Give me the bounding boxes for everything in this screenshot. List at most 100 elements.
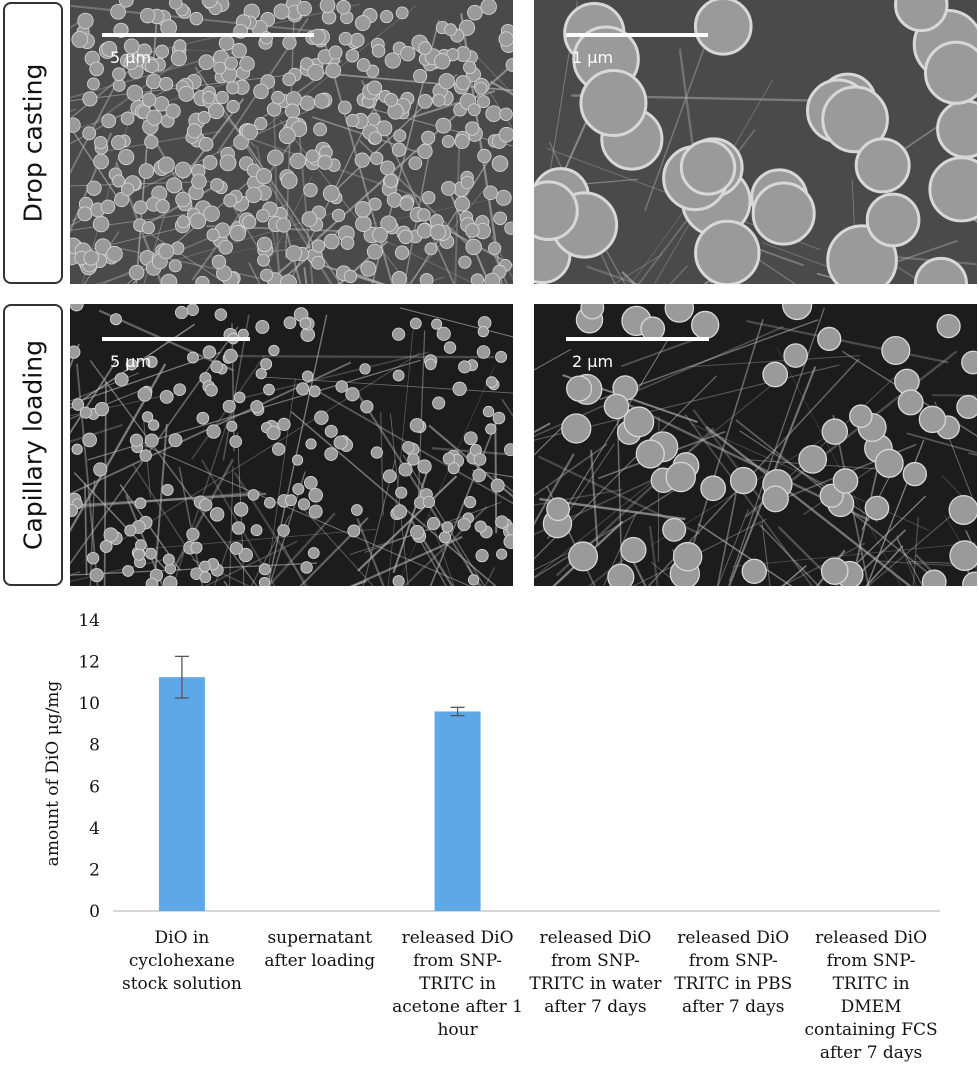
nanoparticle-sphere [407,453,420,466]
nanoparticle-sphere [209,507,225,522]
nanoparticle-sphere [441,180,456,196]
nanofiber [70,51,232,99]
scale-bar-label: 5 μm [110,48,152,67]
nanoparticle-sphere [380,160,395,176]
sem-texture [70,304,513,586]
nanoparticle-sphere [603,393,630,420]
nanofiber [191,143,292,281]
nanoparticle-sphere [256,208,270,223]
x-category-label: supernatant after loading [264,928,375,971]
nanoparticle-sphere [436,326,451,341]
nanoparticle-sphere [496,548,508,560]
nanoparticle-sphere [319,0,336,14]
nanoparticle-sphere [454,134,470,149]
nanoparticle-sphere [292,483,305,496]
nanoparticle-sphere [798,444,828,474]
nanoparticle-sphere [417,208,431,222]
nanoparticle-sphere [424,358,437,371]
nanoparticle-sphere [476,345,491,359]
nanoparticle-sphere [493,211,507,226]
nanoparticle-sphere [77,206,93,222]
nanoparticle-sphere [253,83,269,100]
nanofiber [265,378,296,586]
nanoparticle-sphere [308,504,323,519]
nanoparticle-sphere [460,175,475,190]
nanoparticle-sphere [307,547,320,559]
nanoparticle-sphere [198,137,214,152]
nanoparticle-sphere [129,433,143,447]
nanoparticle-sphere [921,569,947,586]
dio-amount-bar-chart: 0 2 4 6 8 10 12 14 amount of DiO μg/mg DiO in cycl… [43,611,940,1063]
nanofiber [390,413,409,586]
nanoparticle-sphere [145,577,159,586]
x-category-label-line: released DiO [815,928,927,948]
nanoparticle-sphere [141,221,155,235]
nanoparticle-sphere [144,433,159,448]
nanoparticle-sphere [195,275,210,284]
nanoparticle-sphere [384,52,401,69]
nanoparticle-sphere [484,272,501,284]
nanoparticle-sphere [111,135,126,151]
nanoparticle-sphere [128,264,145,281]
nanoparticle-sphere [961,350,977,375]
nanofiber [203,540,298,586]
nanofiber [454,137,461,284]
nanoparticle-sphere [77,12,94,29]
nanoparticle-sphere [949,540,977,571]
nanoparticle-sphere [331,208,346,222]
nanoparticle-sphere [751,181,816,246]
nanoparticle-sphere [902,461,927,487]
nanofiber [816,272,858,284]
nanoparticle-sphere [690,310,720,340]
nanoparticle-sphere [260,268,273,282]
nanoparticle-sphere [138,163,155,179]
nanoparticle-sphere [142,411,154,423]
nanoparticle-sphere [125,358,138,371]
nanoparticle-sphere [168,433,183,448]
nanoparticle-sphere [311,255,325,270]
nanoparticle-sphere [226,99,240,114]
nanofiber [429,418,499,586]
nanoparticle-sphere [122,565,134,577]
nanoparticle-sphere [229,225,246,242]
nanoparticle-sphere [391,327,406,341]
nanofiber [70,46,245,145]
nanoparticle-sphere [140,7,156,24]
nanoparticle-sphere [139,449,152,462]
nanoparticle-sphere [467,4,483,21]
nanoparticle-sphere [202,90,216,104]
nanoparticle-sphere [189,212,207,230]
nanofiber [143,444,471,586]
nanofiber [428,514,455,586]
nanoparticle-sphere [694,219,761,284]
nanoparticle-sphere [477,326,489,338]
nanoparticle-sphere [832,468,859,494]
x-category-label-line: DiO in [155,928,210,948]
nanofiber [632,518,767,586]
nanoparticle-sphere [229,435,242,448]
nanoparticle-sphere [241,123,258,141]
nanoparticle-sphere [206,228,220,242]
nanoparticle-sphere [477,148,492,164]
nanoparticle-sphere [386,192,403,208]
row-label-text: Capillary loading [18,340,48,550]
x-category-label-line: from SNP- [689,951,778,971]
nanoparticle-sphere [392,575,405,586]
nanoparticle-sphere [499,107,513,121]
nanoparticle-sphere [417,93,433,109]
nanoparticle-sphere [383,173,398,188]
nanoparticle-sphere [349,32,365,48]
nanoparticle-sphere [335,380,348,393]
nanoparticle-sphere [292,454,304,466]
nanoparticle-sphere [211,254,227,269]
nanoparticle-sphere [266,102,282,117]
nanoparticle-sphere [480,0,497,15]
nanoparticle-sphere [285,245,302,262]
nanoparticle-sphere [474,81,488,95]
nanoparticle-sphere [729,466,758,495]
nanoparticle-sphere [380,9,394,24]
nanoparticle-sphere [277,417,291,431]
nanoparticle-sphere [474,520,487,533]
nanoparticle-sphere [186,304,199,316]
nanofiber [288,103,377,284]
